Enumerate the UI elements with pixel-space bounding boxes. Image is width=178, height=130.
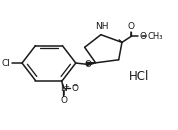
Text: O: O xyxy=(84,60,91,69)
Text: O: O xyxy=(128,22,135,31)
Text: −: − xyxy=(71,83,77,89)
Text: O: O xyxy=(71,84,78,93)
Text: HCl: HCl xyxy=(129,70,149,83)
Text: CH₃: CH₃ xyxy=(147,32,163,41)
Text: O: O xyxy=(140,32,147,41)
Text: N: N xyxy=(60,84,67,93)
Text: Cl: Cl xyxy=(1,58,10,68)
Polygon shape xyxy=(87,62,96,65)
Text: +: + xyxy=(63,84,69,90)
Text: O: O xyxy=(60,96,67,105)
Text: NH: NH xyxy=(95,22,108,31)
